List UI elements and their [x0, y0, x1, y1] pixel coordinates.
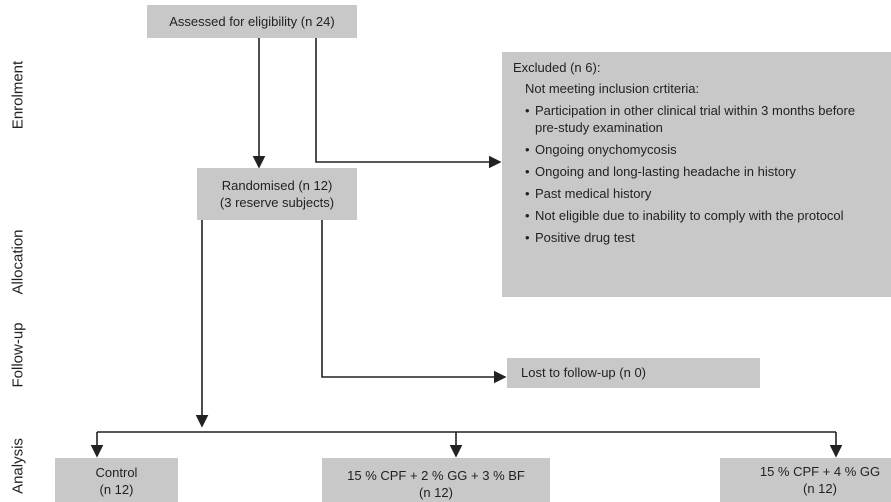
excluded-list: Participation in other clinical trial wi… [525, 102, 870, 246]
box-text: (3 reserve subjects) [219, 195, 335, 210]
arrow [321, 220, 507, 384]
box-text: Lost to follow-up (n 0) [521, 365, 647, 380]
excluded-title: Excluded (n 6): [513, 60, 601, 75]
box-text: Randomised (n 12) [221, 178, 333, 193]
box-text: Assessed for eligibility (n 24) [169, 14, 335, 29]
group-box: 15 % CPF + 4 % GG (n 12) [720, 458, 891, 502]
group-n: (n 12) [419, 485, 453, 500]
group-n: (n 12) [803, 481, 837, 496]
excluded-item: Ongoing and long-lasting headache in his… [525, 163, 870, 180]
group-name: Control [95, 465, 138, 480]
excluded-subtitle: Not meeting inclusion crtiteria: [525, 81, 700, 96]
excluded-item: Positive drug test [525, 229, 870, 246]
assessed-box: Assessed for eligibility (n 24) [147, 5, 357, 38]
group-name: 15 % CPF + 4 % GG [759, 464, 881, 479]
group-name: 15 % CPF + 2 % GG + 3 % BF [347, 468, 525, 483]
randomised-box: Randomised (n 12) (3 reserve subjects) [197, 168, 357, 220]
arrow [315, 38, 502, 169]
excluded-item: Past medical history [525, 185, 870, 202]
group-n: (n 12) [99, 482, 134, 497]
excluded-box: Excluded (n 6): Not meeting inclusion cr… [502, 52, 891, 297]
group-box: 15 % CPF + 2 % GG + 3 % BF (n 12) [322, 458, 550, 502]
group-box: Control (n 12) [55, 458, 178, 502]
lost-box: Lost to follow-up (n 0) [507, 358, 760, 388]
excluded-item: Ongoing onychomycosis [525, 141, 870, 158]
excluded-item: Not eligible due to inability to comply … [525, 207, 870, 224]
excluded-item: Participation in other clinical trial wi… [525, 102, 870, 136]
